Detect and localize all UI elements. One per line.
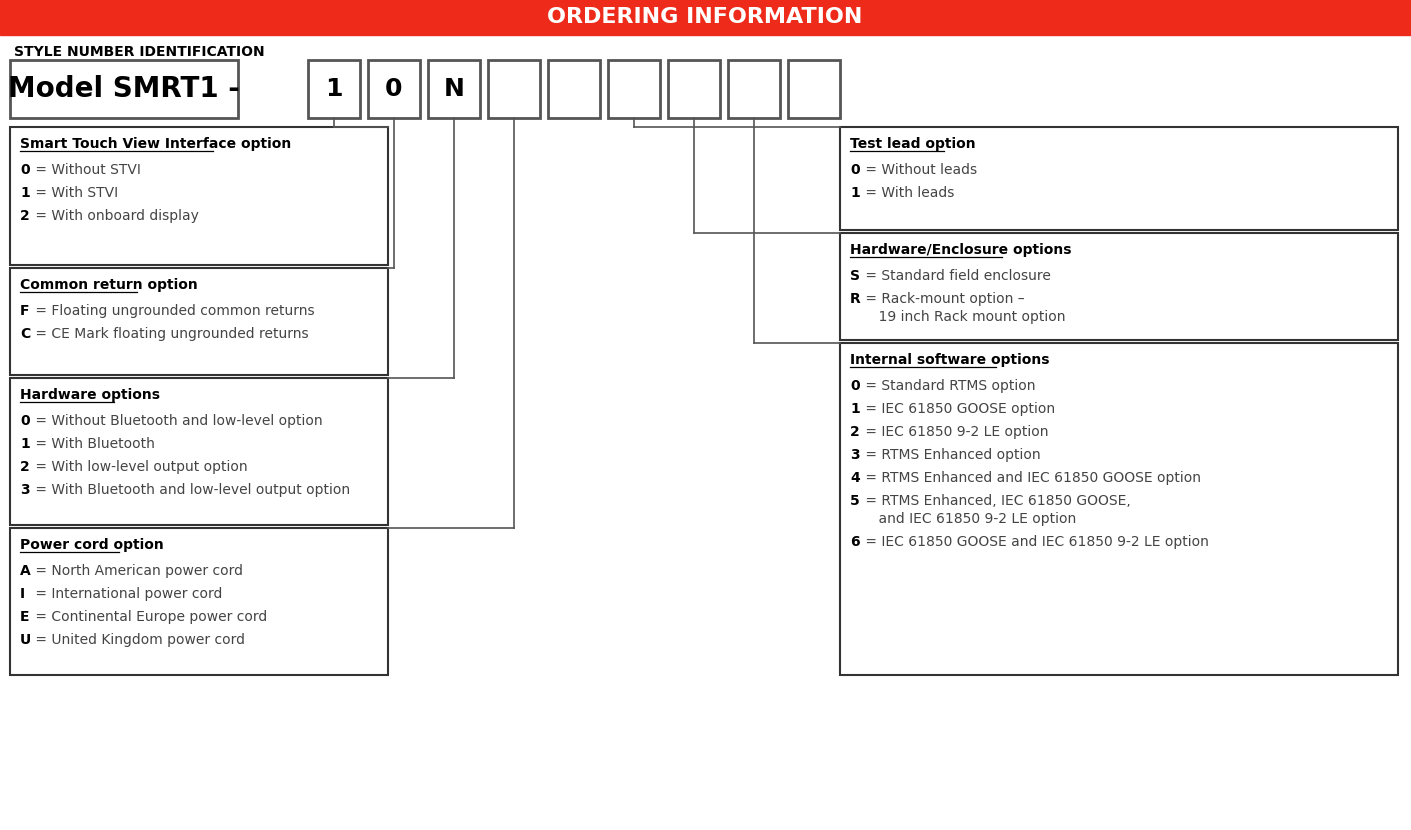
- Text: 0: 0: [849, 163, 859, 177]
- Bar: [368, 60, 420, 118]
- Bar: [10, 60, 238, 118]
- Text: = RTMS Enhanced, IEC 61850 GOOSE,: = RTMS Enhanced, IEC 61850 GOOSE,: [861, 494, 1130, 508]
- Text: 1: 1: [849, 402, 859, 416]
- Text: N: N: [443, 77, 464, 101]
- Bar: [428, 60, 480, 118]
- Bar: [547, 60, 600, 118]
- Text: A: A: [20, 564, 31, 578]
- Text: = Without leads: = Without leads: [861, 163, 978, 177]
- Text: R: R: [849, 292, 861, 306]
- Text: = International power cord: = International power cord: [31, 587, 223, 601]
- Text: = With STVI: = With STVI: [31, 186, 119, 200]
- Text: 2: 2: [20, 209, 30, 223]
- Text: 1: 1: [20, 186, 30, 200]
- Text: 0: 0: [385, 77, 402, 101]
- Bar: [10, 378, 388, 525]
- Text: = Without STVI: = Without STVI: [31, 163, 141, 177]
- Text: 3: 3: [849, 448, 859, 462]
- Text: S: S: [849, 269, 859, 283]
- Bar: [840, 343, 1398, 675]
- Text: 0: 0: [20, 414, 30, 428]
- Bar: [10, 528, 388, 675]
- Text: Hardware/Enclosure options: Hardware/Enclosure options: [849, 243, 1071, 257]
- Text: I: I: [20, 587, 25, 601]
- Text: C: C: [20, 327, 30, 341]
- Text: = With Bluetooth and low-level output option: = With Bluetooth and low-level output op…: [31, 483, 350, 497]
- Text: = North American power cord: = North American power cord: [31, 564, 243, 578]
- Text: = RTMS Enhanced and IEC 61850 GOOSE option: = RTMS Enhanced and IEC 61850 GOOSE opti…: [861, 471, 1201, 485]
- Bar: [728, 60, 780, 118]
- Text: 1: 1: [326, 77, 343, 101]
- Text: 0: 0: [849, 379, 859, 393]
- Text: = With Bluetooth: = With Bluetooth: [31, 437, 155, 451]
- Bar: [488, 60, 540, 118]
- Text: Power cord option: Power cord option: [20, 538, 164, 552]
- Bar: [308, 60, 360, 118]
- Text: 1: 1: [20, 437, 30, 451]
- Text: = RTMS Enhanced option: = RTMS Enhanced option: [861, 448, 1041, 462]
- Text: 0: 0: [20, 163, 30, 177]
- Text: F: F: [20, 304, 30, 318]
- Text: 5: 5: [849, 494, 859, 508]
- Text: = With onboard display: = With onboard display: [31, 209, 199, 223]
- Text: 1: 1: [849, 186, 859, 200]
- Text: = With leads: = With leads: [861, 186, 954, 200]
- Text: = Rack-mount option –: = Rack-mount option –: [861, 292, 1024, 306]
- Text: 3: 3: [20, 483, 30, 497]
- Text: Smart Touch View Interface option: Smart Touch View Interface option: [20, 137, 291, 151]
- Text: Hardware options: Hardware options: [20, 388, 159, 402]
- Text: STYLE NUMBER IDENTIFICATION: STYLE NUMBER IDENTIFICATION: [14, 45, 265, 59]
- Text: Model SMRT1 -: Model SMRT1 -: [8, 75, 240, 103]
- Text: and IEC 61850 9-2 LE option: and IEC 61850 9-2 LE option: [861, 512, 1077, 526]
- Text: = Without Bluetooth and low-level option: = Without Bluetooth and low-level option: [31, 414, 323, 428]
- Text: Internal software options: Internal software options: [849, 353, 1050, 367]
- Bar: [10, 127, 388, 265]
- Text: 2: 2: [20, 460, 30, 474]
- Text: Common return option: Common return option: [20, 278, 198, 292]
- Bar: [608, 60, 660, 118]
- Bar: [10, 268, 388, 375]
- Text: Test lead option: Test lead option: [849, 137, 975, 151]
- Text: = IEC 61850 GOOSE and IEC 61850 9-2 LE option: = IEC 61850 GOOSE and IEC 61850 9-2 LE o…: [861, 535, 1209, 549]
- Text: = Standard field enclosure: = Standard field enclosure: [861, 269, 1051, 283]
- Text: = IEC 61850 9-2 LE option: = IEC 61850 9-2 LE option: [861, 425, 1048, 439]
- Text: ORDERING INFORMATION: ORDERING INFORMATION: [547, 7, 862, 27]
- Bar: [0, 0, 1411, 35]
- Text: = United Kingdom power cord: = United Kingdom power cord: [31, 633, 246, 647]
- Text: = IEC 61850 GOOSE option: = IEC 61850 GOOSE option: [861, 402, 1055, 416]
- Text: = Floating ungrounded common returns: = Floating ungrounded common returns: [31, 304, 315, 318]
- Text: U: U: [20, 633, 31, 647]
- Bar: [787, 60, 840, 118]
- Text: 19 inch Rack mount option: 19 inch Rack mount option: [861, 310, 1065, 324]
- Text: = With low-level output option: = With low-level output option: [31, 460, 247, 474]
- Bar: [840, 233, 1398, 340]
- Text: 6: 6: [849, 535, 859, 549]
- Text: = Continental Europe power cord: = Continental Europe power cord: [31, 610, 267, 624]
- Text: 4: 4: [849, 471, 859, 485]
- Bar: [667, 60, 720, 118]
- Text: E: E: [20, 610, 30, 624]
- Text: = CE Mark floating ungrounded returns: = CE Mark floating ungrounded returns: [31, 327, 309, 341]
- Text: = Standard RTMS option: = Standard RTMS option: [861, 379, 1036, 393]
- Bar: [840, 127, 1398, 230]
- Text: 2: 2: [849, 425, 859, 439]
